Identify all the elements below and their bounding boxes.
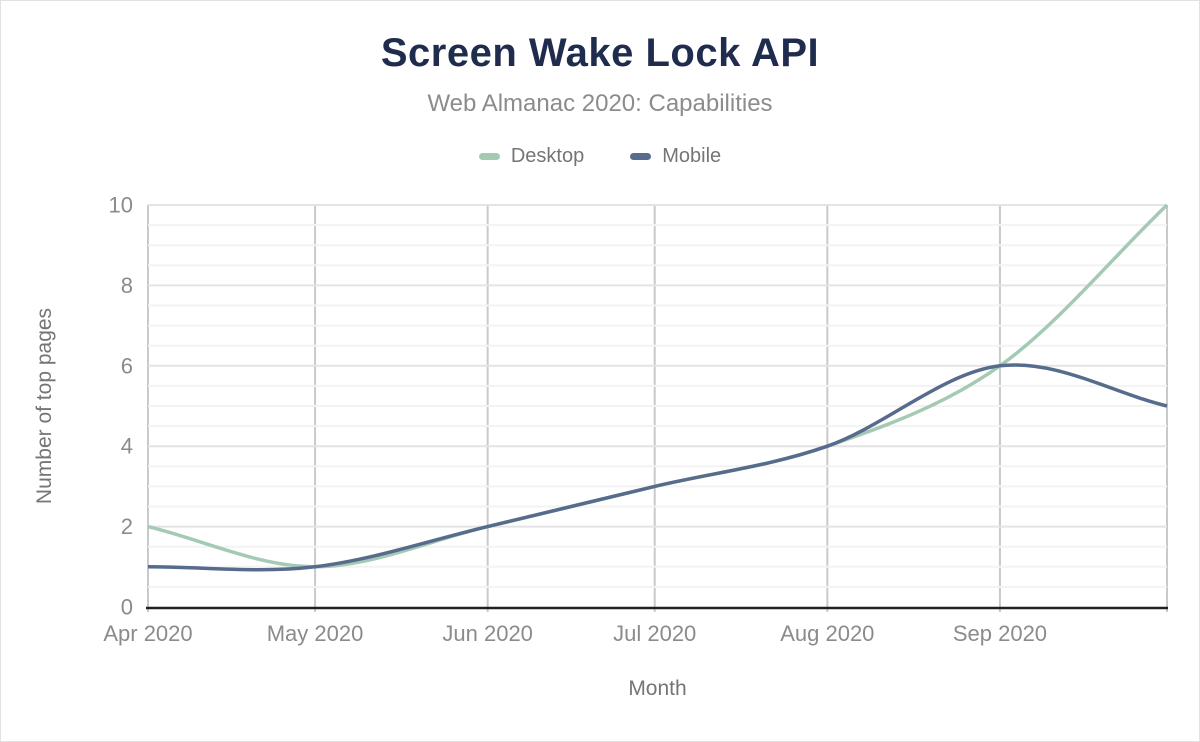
x-tick-label: May 2020 [267, 621, 364, 646]
x-axis-title: Month [628, 677, 687, 700]
x-tick-label: Jul 2020 [613, 621, 696, 646]
y-tick-label: 10 [109, 193, 133, 218]
legend: Desktop Mobile [1, 145, 1199, 168]
y-tick-label: 4 [121, 434, 133, 459]
x-tick-label: Sep 2020 [953, 621, 1047, 646]
legend-item-desktop[interactable]: Desktop [478, 145, 585, 168]
x-tick-label: Jun 2020 [442, 621, 533, 646]
chart-title: Screen Wake Lock API [380, 31, 820, 75]
y-tick-label: 2 [121, 514, 133, 539]
y-axis-title: Number of top pages [33, 307, 56, 505]
y-tick-label: 0 [121, 595, 133, 620]
x-tick-label: Aug 2020 [780, 621, 874, 646]
y-tick-label: 8 [121, 273, 133, 298]
legend-item-mobile[interactable]: Mobile [630, 145, 721, 168]
mobile-series-swatch [630, 153, 652, 160]
x-tick-label: Apr 2020 [103, 621, 192, 646]
legend-label-mobile: Mobile [662, 145, 722, 167]
desktop-series-swatch [478, 153, 500, 160]
y-tick-label: 6 [121, 353, 133, 378]
series-line-mobile [147, 363, 1168, 572]
chart-subtitle: Web Almanac 2020: Capabilities [427, 90, 773, 117]
legend-label-desktop: Desktop [510, 145, 585, 167]
